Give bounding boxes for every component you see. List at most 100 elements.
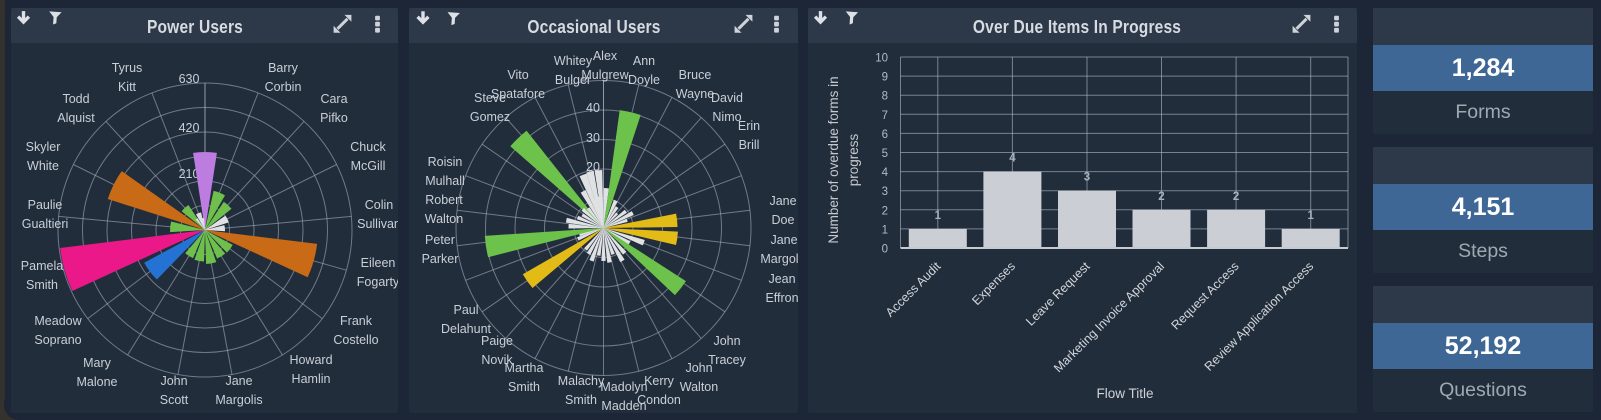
svg-text:Paige: Paige [481, 334, 513, 348]
svg-text:Jane: Jane [770, 233, 797, 247]
svg-text:Chuck: Chuck [350, 140, 386, 154]
svg-text:Peter: Peter [425, 233, 455, 247]
svg-text:Whitey: Whitey [554, 54, 593, 68]
svg-text:3: 3 [1084, 172, 1090, 184]
svg-text:Gualtieri: Gualtieri [22, 217, 69, 231]
svg-text:420: 420 [179, 121, 200, 135]
svg-text:Tyrus: Tyrus [112, 61, 143, 75]
svg-text:Smith: Smith [565, 393, 597, 407]
svg-text:Doyle: Doyle [628, 73, 660, 87]
svg-text:2: 2 [1233, 191, 1239, 203]
svg-text:Smith: Smith [26, 278, 58, 292]
svg-text:10: 10 [875, 53, 888, 65]
svg-text:McGill: McGill [351, 159, 386, 173]
svg-text:Frank: Frank [340, 314, 373, 328]
svg-text:Smith: Smith [508, 380, 540, 394]
svg-text:7: 7 [882, 110, 888, 122]
svg-text:Malone: Malone [77, 375, 118, 389]
svg-text:Effron: Effron [765, 291, 798, 305]
svg-text:Vito: Vito [507, 68, 528, 82]
svg-text:Spatafore: Spatafore [491, 87, 545, 101]
svg-text:Brill: Brill [739, 138, 760, 152]
svg-text:Soprano: Soprano [34, 333, 81, 347]
svg-text:5: 5 [882, 148, 888, 160]
svg-text:Colin: Colin [365, 198, 394, 212]
svg-text:Bruce: Bruce [679, 68, 712, 82]
svg-text:Paulie: Paulie [28, 198, 63, 212]
svg-text:Walton: Walton [425, 212, 463, 226]
svg-text:1: 1 [882, 224, 888, 236]
svg-text:Todd: Todd [62, 92, 89, 106]
svg-text:Skyler: Skyler [26, 140, 61, 154]
svg-text:David: David [711, 91, 743, 105]
svg-text:Howard: Howard [289, 353, 332, 367]
svg-text:Eileen: Eileen [361, 256, 396, 270]
svg-text:9: 9 [882, 72, 888, 84]
svg-text:Access Audit: Access Audit [883, 259, 944, 320]
svg-text:1: 1 [935, 210, 942, 222]
svg-text:Margolis: Margolis [760, 252, 798, 266]
svg-text:Steve: Steve [474, 91, 506, 105]
svg-text:Gomez: Gomez [470, 110, 510, 124]
svg-text:Expenses: Expenses [969, 259, 1018, 308]
svg-text:6: 6 [882, 129, 888, 141]
svg-text:Ann: Ann [633, 54, 655, 68]
svg-text:Number of overdue forms in: Number of overdue forms in [826, 76, 841, 243]
svg-text:Robert: Robert [425, 193, 463, 207]
svg-text:John: John [685, 361, 712, 375]
svg-text:Mary: Mary [83, 356, 112, 370]
svg-text:Margolis: Margolis [215, 393, 262, 407]
svg-text:Alquist: Alquist [57, 111, 95, 125]
svg-text:John: John [713, 334, 740, 348]
svg-text:John: John [160, 374, 187, 388]
svg-text:Malachy: Malachy [558, 374, 605, 388]
svg-text:Corbin: Corbin [265, 80, 302, 94]
svg-text:Pamela: Pamela [21, 259, 63, 273]
svg-text:Parker: Parker [422, 252, 459, 266]
svg-text:Kitt: Kitt [118, 80, 137, 94]
svg-text:White: White [27, 159, 59, 173]
svg-text:4: 4 [1009, 153, 1016, 165]
svg-text:Madolyn: Madolyn [600, 380, 647, 394]
svg-text:Doe: Doe [772, 213, 795, 227]
svg-text:0: 0 [882, 244, 888, 256]
svg-text:4: 4 [882, 167, 889, 179]
svg-text:Sullivan: Sullivan [357, 217, 398, 231]
svg-text:Madden: Madden [601, 399, 646, 413]
svg-text:40: 40 [586, 101, 600, 115]
svg-text:Nimo: Nimo [712, 110, 741, 124]
svg-text:Martha: Martha [505, 361, 544, 375]
svg-text:Delahunt: Delahunt [441, 322, 492, 336]
svg-text:Roisin: Roisin [428, 155, 463, 169]
svg-text:Tracey: Tracey [708, 353, 746, 367]
svg-text:Mulhall: Mulhall [425, 174, 465, 188]
svg-text:Condon: Condon [637, 393, 681, 407]
svg-text:Mulgrew: Mulgrew [581, 68, 629, 82]
svg-text:Barry: Barry [268, 61, 299, 75]
svg-text:1: 1 [1307, 210, 1314, 222]
svg-text:2: 2 [882, 205, 888, 217]
svg-text:Bulger: Bulger [555, 73, 591, 87]
svg-text:Erin: Erin [738, 119, 760, 133]
svg-text:3: 3 [882, 186, 888, 198]
svg-text:Fogarty: Fogarty [357, 275, 398, 289]
svg-text:Request Access: Request Access [1168, 259, 1241, 332]
svg-text:Jean: Jean [768, 272, 795, 286]
svg-text:Alex: Alex [593, 49, 618, 63]
svg-text:Hamlin: Hamlin [292, 372, 331, 386]
svg-text:Jane: Jane [769, 194, 796, 208]
svg-text:630: 630 [179, 72, 200, 86]
svg-text:30: 30 [586, 131, 600, 145]
svg-text:Jane: Jane [225, 374, 252, 388]
svg-text:Leave Request: Leave Request [1023, 259, 1093, 329]
svg-text:Walton: Walton [680, 380, 718, 394]
svg-text:2: 2 [1158, 191, 1164, 203]
svg-text:Costello: Costello [333, 333, 378, 347]
svg-text:Flow Title: Flow Title [1096, 386, 1153, 401]
svg-text:210: 210 [179, 167, 200, 181]
svg-text:Wayne: Wayne [676, 87, 714, 101]
svg-text:Scott: Scott [160, 393, 189, 407]
svg-text:Meadow: Meadow [34, 314, 82, 328]
svg-text:Kerry: Kerry [644, 374, 675, 388]
svg-text:Cara: Cara [320, 92, 347, 106]
